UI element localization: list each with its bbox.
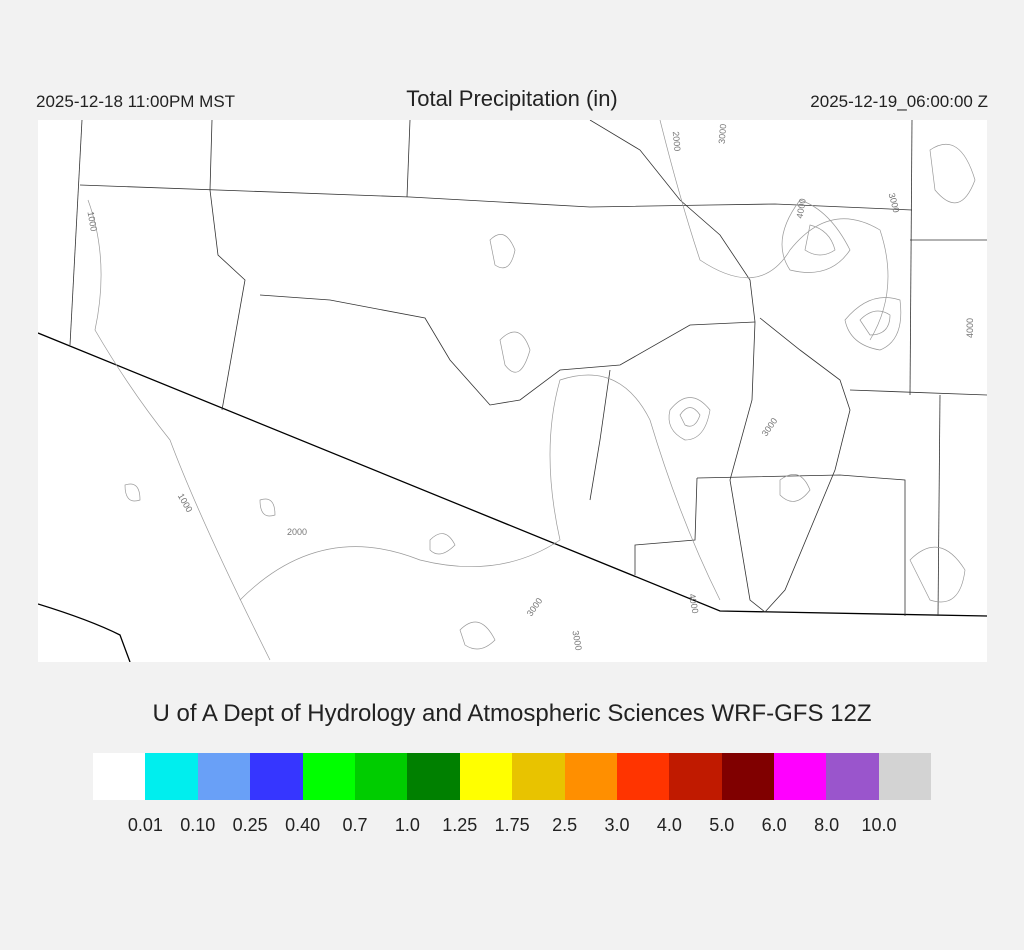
valid-time: 2025-12-19_06:00:00 Z <box>810 92 988 111</box>
legend-label: 0.01 <box>127 815 163 835</box>
legend-label: 0.10 <box>180 815 216 835</box>
map-svg: 1000 1000 2000 2000 3000 3000 3000 3000 … <box>37 119 988 663</box>
intl-border <box>37 332 988 617</box>
legend-label: 0.7 <box>342 815 368 835</box>
map-title: Total Precipitation (in) <box>406 86 618 111</box>
legend-swatch <box>459 753 513 800</box>
legend-swatch <box>197 753 251 800</box>
legend-swatch <box>878 753 932 800</box>
legend-label: 10.0 <box>861 815 897 835</box>
legend-label: 0.25 <box>232 815 268 835</box>
legend-swatch <box>564 753 617 800</box>
legend-swatch <box>407 753 460 800</box>
borders <box>37 332 988 663</box>
local-time: 2025-12-18 11:00PM MST <box>36 92 236 111</box>
coast <box>37 603 131 663</box>
legend-swatch <box>354 753 408 800</box>
legend-swatch <box>250 753 303 800</box>
contour-label: 3000 <box>887 192 902 214</box>
contour-labels: 1000 1000 2000 2000 3000 3000 3000 3000 … <box>86 123 975 651</box>
contour-label: 2000 <box>287 527 307 537</box>
contour-label: 4000 <box>687 593 700 614</box>
legend-swatch <box>93 753 146 800</box>
legend-label: 3.0 <box>604 815 630 835</box>
legend-swatch <box>826 753 879 800</box>
precipitation-map: 1000 1000 2000 2000 3000 3000 3000 3000 … <box>37 119 988 663</box>
contour-label: 3000 <box>570 630 583 651</box>
contour-label: 1000 <box>86 211 99 232</box>
legend-label: 1.25 <box>442 815 478 835</box>
legend-swatch <box>616 753 670 800</box>
contour-label: 3000 <box>760 416 780 438</box>
color-legend <box>93 753 932 800</box>
legend-swatch <box>512 753 565 800</box>
contour-label: 4000 <box>795 198 808 219</box>
contour-label: 2000 <box>671 131 683 152</box>
legend-swatch <box>302 753 355 800</box>
legend-swatch <box>774 753 827 800</box>
legend-swatch <box>721 753 775 800</box>
legend-label: 0.40 <box>285 815 321 835</box>
contour-label: 4000 <box>965 318 975 338</box>
legend-label: 6.0 <box>761 815 787 835</box>
legend-swatch <box>145 753 198 800</box>
legend-label: 5.0 <box>709 815 735 835</box>
legend-swatch <box>669 753 722 800</box>
contour-label: 3000 <box>525 596 545 618</box>
legend-label: 1.75 <box>494 815 530 835</box>
legend-label: 2.5 <box>552 815 578 835</box>
model-credit: U of A Dept of Hydrology and Atmospheric… <box>152 700 872 727</box>
legend-label: 8.0 <box>814 815 840 835</box>
county-lines <box>69 119 988 617</box>
legend-label: 4.0 <box>656 815 682 835</box>
contour-label: 3000 <box>717 123 729 144</box>
terrain-contours <box>87 119 976 661</box>
contour-label: 1000 <box>176 492 195 514</box>
legend-label: 1.0 <box>394 815 420 835</box>
